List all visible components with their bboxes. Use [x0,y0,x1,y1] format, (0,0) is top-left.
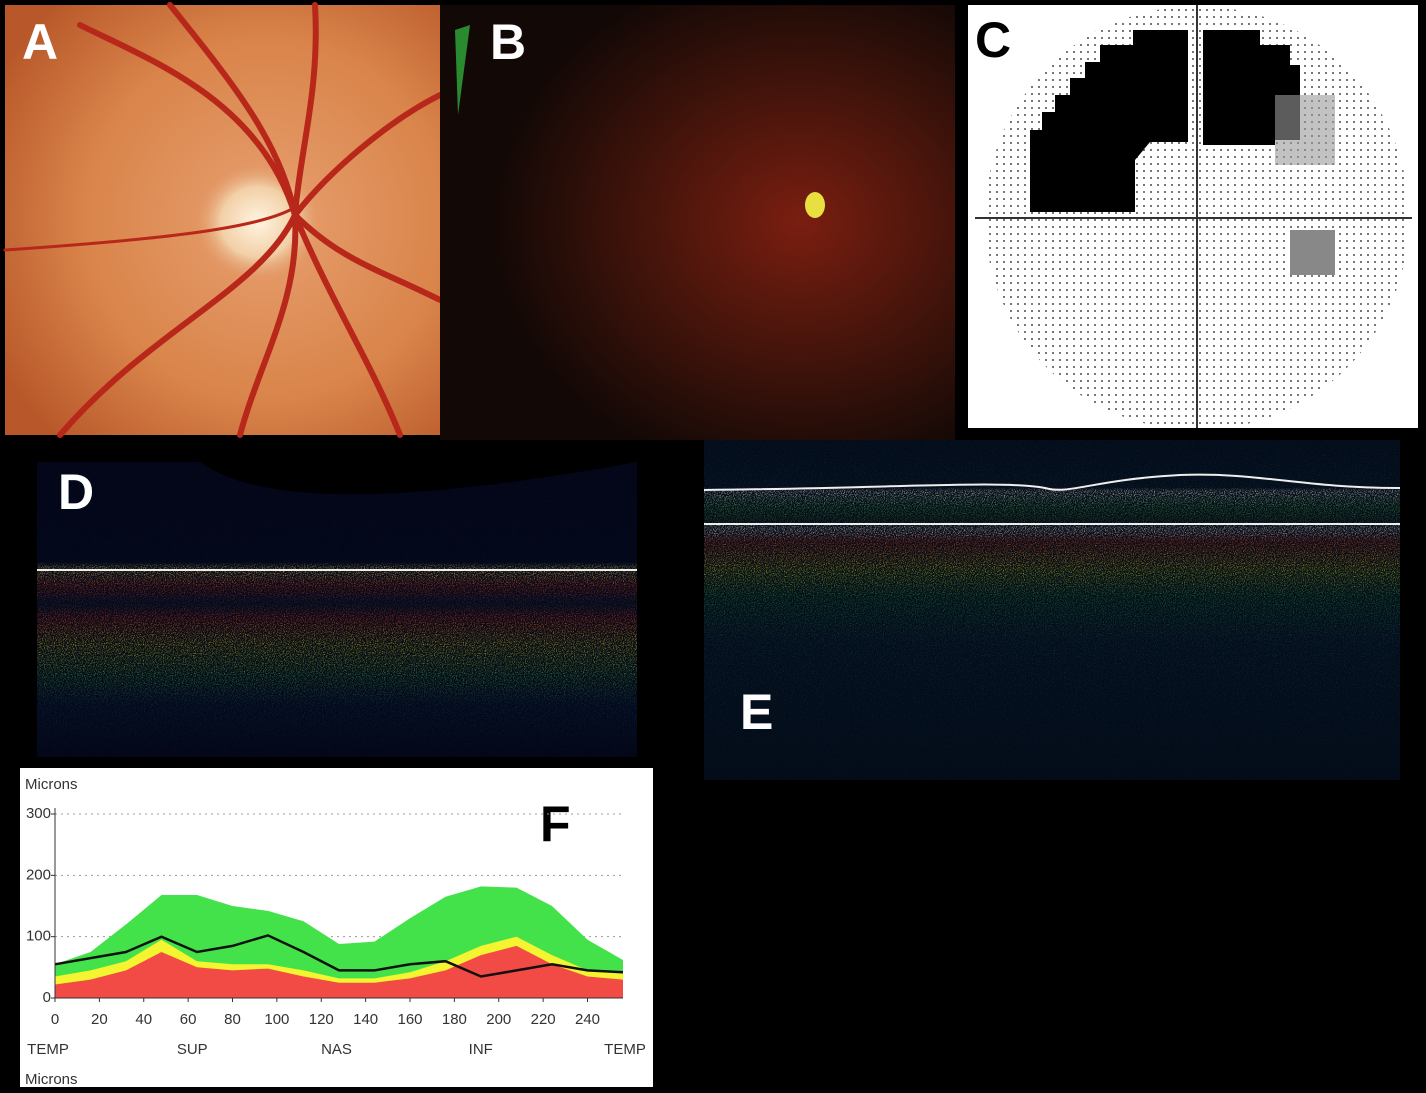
optic-disc [805,192,825,218]
panel-b: B [440,5,955,440]
x-tick-label: 60 [180,1011,197,1028]
region-label: SUP [177,1041,208,1058]
y-axis-title: Microns [25,776,78,793]
x-tick-label: 180 [442,1011,467,1028]
x-tick-label: 200 [486,1011,511,1028]
x-tick-label: 160 [397,1011,422,1028]
y-tick-label: 100 [26,928,51,945]
panel-label: E [740,684,773,740]
panel-label: C [975,12,1011,68]
x-tick-label: 80 [224,1011,241,1028]
x-tick-label: 220 [531,1011,556,1028]
defect [1275,95,1335,165]
figure: A B C D E Microns Microns [0,0,1426,1093]
region-label: NAS [321,1041,352,1058]
y-tick-label: 0 [43,989,51,1006]
panel-label: D [58,464,94,520]
panel-label: A [22,14,58,70]
fundus-photo [440,5,955,440]
panel-label: B [490,14,526,70]
panel-d: D [37,462,637,757]
panel-c: C [968,5,1418,428]
oct-scan [704,440,1400,780]
x-tick-label: 20 [91,1011,108,1028]
x-axis-title: Microns [25,1071,78,1088]
region-label: TEMP [27,1041,69,1058]
x-tick-label: 120 [309,1011,334,1028]
y-tick-label: 200 [26,866,51,883]
panel-f: Microns Microns F 0 100 200 300 0 20 40 60 80 100… [20,768,653,1088]
panel-e: E [704,440,1400,780]
x-tick-label: 240 [575,1011,600,1028]
panel-label: F [540,796,571,852]
defect [1290,230,1335,275]
x-tick-label: 140 [353,1011,378,1028]
panel-a: A [5,5,440,435]
page: {"panels": {"a": "A", "b": "B", "c": "C"… [0,0,1426,1093]
region-label: TEMP [604,1041,646,1058]
y-tick-label: 300 [26,805,51,822]
region-label: INF [469,1041,493,1058]
x-tick-label: 40 [135,1011,152,1028]
oct-scan [37,462,637,757]
x-tick-label: 100 [264,1011,289,1028]
x-tick-label: 0 [51,1011,59,1028]
